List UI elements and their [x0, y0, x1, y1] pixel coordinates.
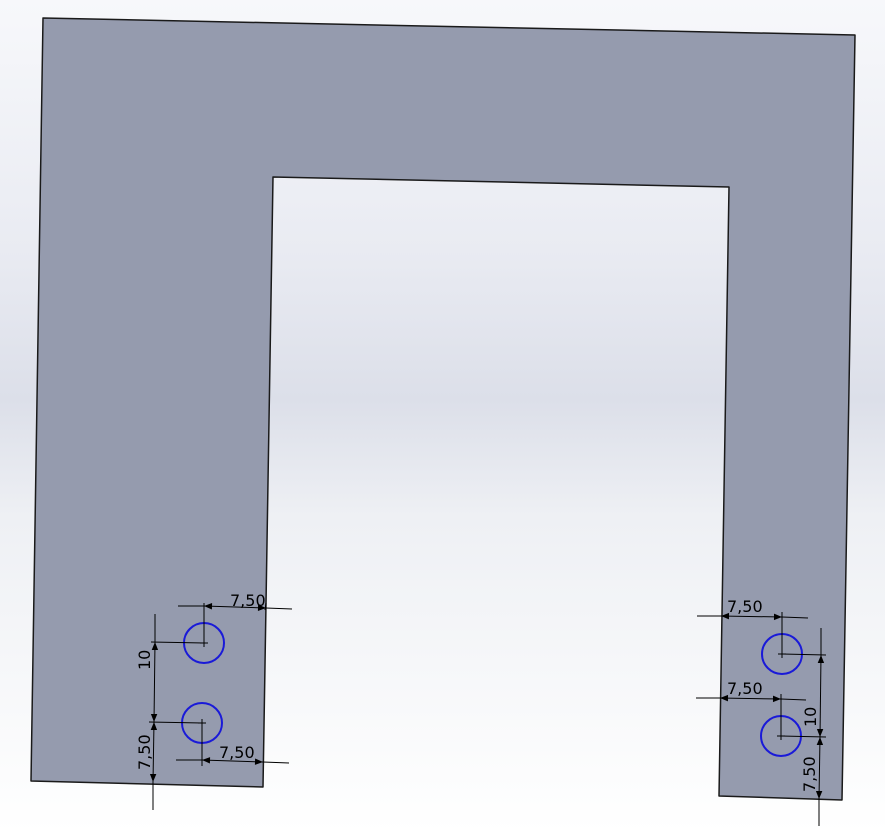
dim-right-lower-offset[interactable]: 7,50 [727, 679, 763, 698]
dim-left-bottom-offset[interactable]: 7,50 [219, 743, 255, 762]
dim-left-hole-spacing[interactable]: 10 [135, 650, 154, 670]
dim-right-bottom-edge-offset[interactable]: 7,50 [800, 756, 819, 792]
left-dimension-lines [148, 602, 293, 810]
dim-right-hole-spacing[interactable]: 10 [801, 707, 820, 727]
right-dimension-lines [696, 612, 827, 826]
dim-left-top-offset[interactable]: 7,50 [230, 591, 266, 610]
dim-left-bottom-edge-offset[interactable]: 7,50 [135, 734, 154, 770]
dim-right-top-offset[interactable]: 7,50 [727, 597, 763, 616]
